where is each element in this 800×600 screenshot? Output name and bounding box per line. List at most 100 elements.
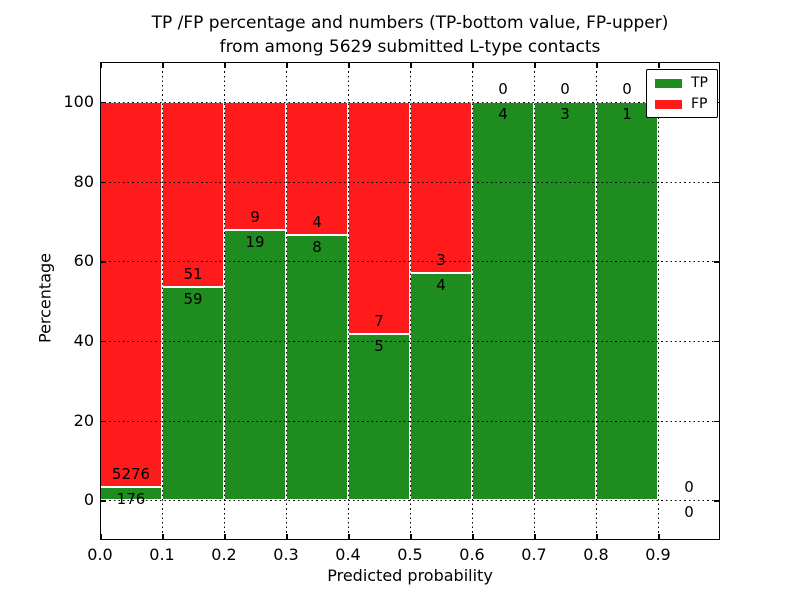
bar-segment-tp bbox=[348, 334, 410, 501]
x-tick-mark bbox=[472, 62, 474, 68]
x-tick-label: 0.8 bbox=[583, 545, 609, 564]
x-tick-mark bbox=[596, 534, 598, 540]
x-tick-mark bbox=[100, 62, 102, 68]
legend-label-tp: TP bbox=[691, 75, 708, 91]
x-tick-label: 0.1 bbox=[149, 545, 175, 564]
x-tick-mark bbox=[658, 534, 660, 540]
tp-count-label: 5 bbox=[374, 337, 384, 356]
y-tick-mark bbox=[100, 420, 106, 423]
x-tick-mark bbox=[162, 62, 164, 68]
legend: TP FP bbox=[646, 69, 718, 118]
y-tick-mark bbox=[714, 340, 720, 343]
y-tick-label: 60 bbox=[73, 251, 94, 271]
x-tick-label: 0.4 bbox=[335, 545, 361, 564]
bar-segment-tp bbox=[224, 229, 286, 501]
bar-segment-tp bbox=[472, 101, 534, 501]
y-axis-label: Percentage bbox=[35, 252, 55, 344]
fp-count-label: 4 bbox=[312, 212, 322, 231]
y-tick-mark bbox=[100, 261, 106, 263]
gridline-vertical bbox=[534, 62, 535, 540]
x-tick-label: 0.2 bbox=[211, 545, 237, 564]
bar-segment-tp bbox=[534, 101, 596, 501]
x-tick-mark bbox=[286, 62, 288, 68]
fp-count-label: 5276 bbox=[111, 465, 151, 484]
gridline-vertical bbox=[286, 62, 287, 540]
bar-segment-fp bbox=[100, 101, 162, 488]
x-tick-mark bbox=[224, 534, 226, 540]
fp-count-label: 7 bbox=[374, 312, 384, 331]
y-tick-mark bbox=[714, 181, 720, 184]
x-tick-mark bbox=[224, 62, 226, 68]
fp-count-label: 0 bbox=[498, 79, 508, 98]
chart-title-line2: from among 5629 submitted L-type contact… bbox=[219, 37, 601, 57]
fp-count-label: 51 bbox=[183, 264, 203, 283]
x-tick-label: 0.9 bbox=[645, 545, 671, 564]
tp-count-label: 1 bbox=[622, 104, 632, 123]
x-tick-mark bbox=[348, 534, 350, 540]
bar-segment-fp bbox=[162, 101, 224, 287]
fp-count-label: 0 bbox=[622, 79, 632, 98]
gridline-vertical bbox=[658, 62, 659, 540]
x-tick-mark bbox=[348, 62, 350, 68]
x-tick-mark bbox=[100, 534, 102, 540]
x-tick-mark bbox=[596, 62, 598, 68]
bar-segment-fp bbox=[410, 101, 472, 273]
legend-entry-fp: FP bbox=[655, 97, 708, 111]
y-tick-mark bbox=[100, 340, 106, 343]
x-tick-label: 0.7 bbox=[521, 545, 547, 564]
fp-count-label: 0 bbox=[560, 79, 570, 98]
y-tick-mark bbox=[100, 181, 106, 184]
legend-entry-tp: TP bbox=[655, 76, 708, 90]
gridline-vertical bbox=[224, 62, 225, 540]
tp-count-label: 19 bbox=[245, 232, 265, 251]
y-tick-mark bbox=[100, 101, 106, 104]
gridline-vertical bbox=[596, 62, 597, 540]
x-tick-label: 0.6 bbox=[459, 545, 485, 564]
y-tick-label: 0 bbox=[83, 490, 94, 510]
x-tick-mark bbox=[410, 534, 412, 540]
bar-segment-tp bbox=[596, 101, 658, 501]
gridline-vertical bbox=[162, 62, 163, 540]
tp-count-label: 4 bbox=[498, 104, 508, 123]
chart-title-line1: TP /FP percentage and numbers (TP-bottom… bbox=[151, 13, 669, 33]
x-tick-mark bbox=[410, 62, 412, 68]
tp-count-label: 59 bbox=[183, 289, 203, 308]
y-tick-mark bbox=[714, 500, 720, 502]
y-tick-mark bbox=[714, 261, 720, 263]
y-tick-label: 100 bbox=[63, 91, 94, 111]
chart-title: TP /FP percentage and numbers (TP-bottom… bbox=[100, 11, 720, 59]
tp-count-label: 4 bbox=[436, 275, 446, 294]
x-tick-label: 0.0 bbox=[87, 545, 113, 564]
y-tick-label: 40 bbox=[73, 330, 94, 350]
tp-count-label: 0 bbox=[684, 503, 694, 522]
bar-segment-fp bbox=[348, 101, 410, 335]
tp-count-label: 8 bbox=[312, 237, 322, 256]
fp-count-label: 0 bbox=[684, 478, 694, 497]
bar-segment-tp bbox=[286, 234, 348, 501]
y-tick-label: 80 bbox=[73, 171, 94, 191]
x-tick-mark bbox=[658, 62, 660, 68]
tp-count-label: 176 bbox=[116, 490, 146, 509]
gridline-vertical bbox=[472, 62, 473, 540]
y-tick-mark bbox=[100, 500, 106, 502]
bar-segment-fp bbox=[224, 101, 286, 230]
tp-count-label: 3 bbox=[560, 104, 570, 123]
x-tick-mark bbox=[162, 534, 164, 540]
y-tick-label: 20 bbox=[73, 410, 94, 430]
x-tick-mark bbox=[534, 534, 536, 540]
x-tick-mark bbox=[534, 62, 536, 68]
x-tick-label: 0.3 bbox=[273, 545, 299, 564]
bar-segment-tp bbox=[410, 272, 472, 501]
x-tick-mark bbox=[286, 534, 288, 540]
x-tick-mark bbox=[472, 534, 474, 540]
fp-count-label: 3 bbox=[436, 250, 446, 269]
bar-segment-fp bbox=[286, 101, 348, 235]
fp-count-label: 9 bbox=[250, 207, 260, 226]
bar-segment-tp bbox=[162, 286, 224, 501]
legend-swatch-tp-icon bbox=[655, 78, 682, 88]
legend-label-fp: FP bbox=[691, 96, 708, 112]
gridline-vertical bbox=[348, 62, 349, 540]
x-tick-label: 0.5 bbox=[397, 545, 423, 564]
legend-swatch-fp-icon bbox=[655, 99, 682, 109]
